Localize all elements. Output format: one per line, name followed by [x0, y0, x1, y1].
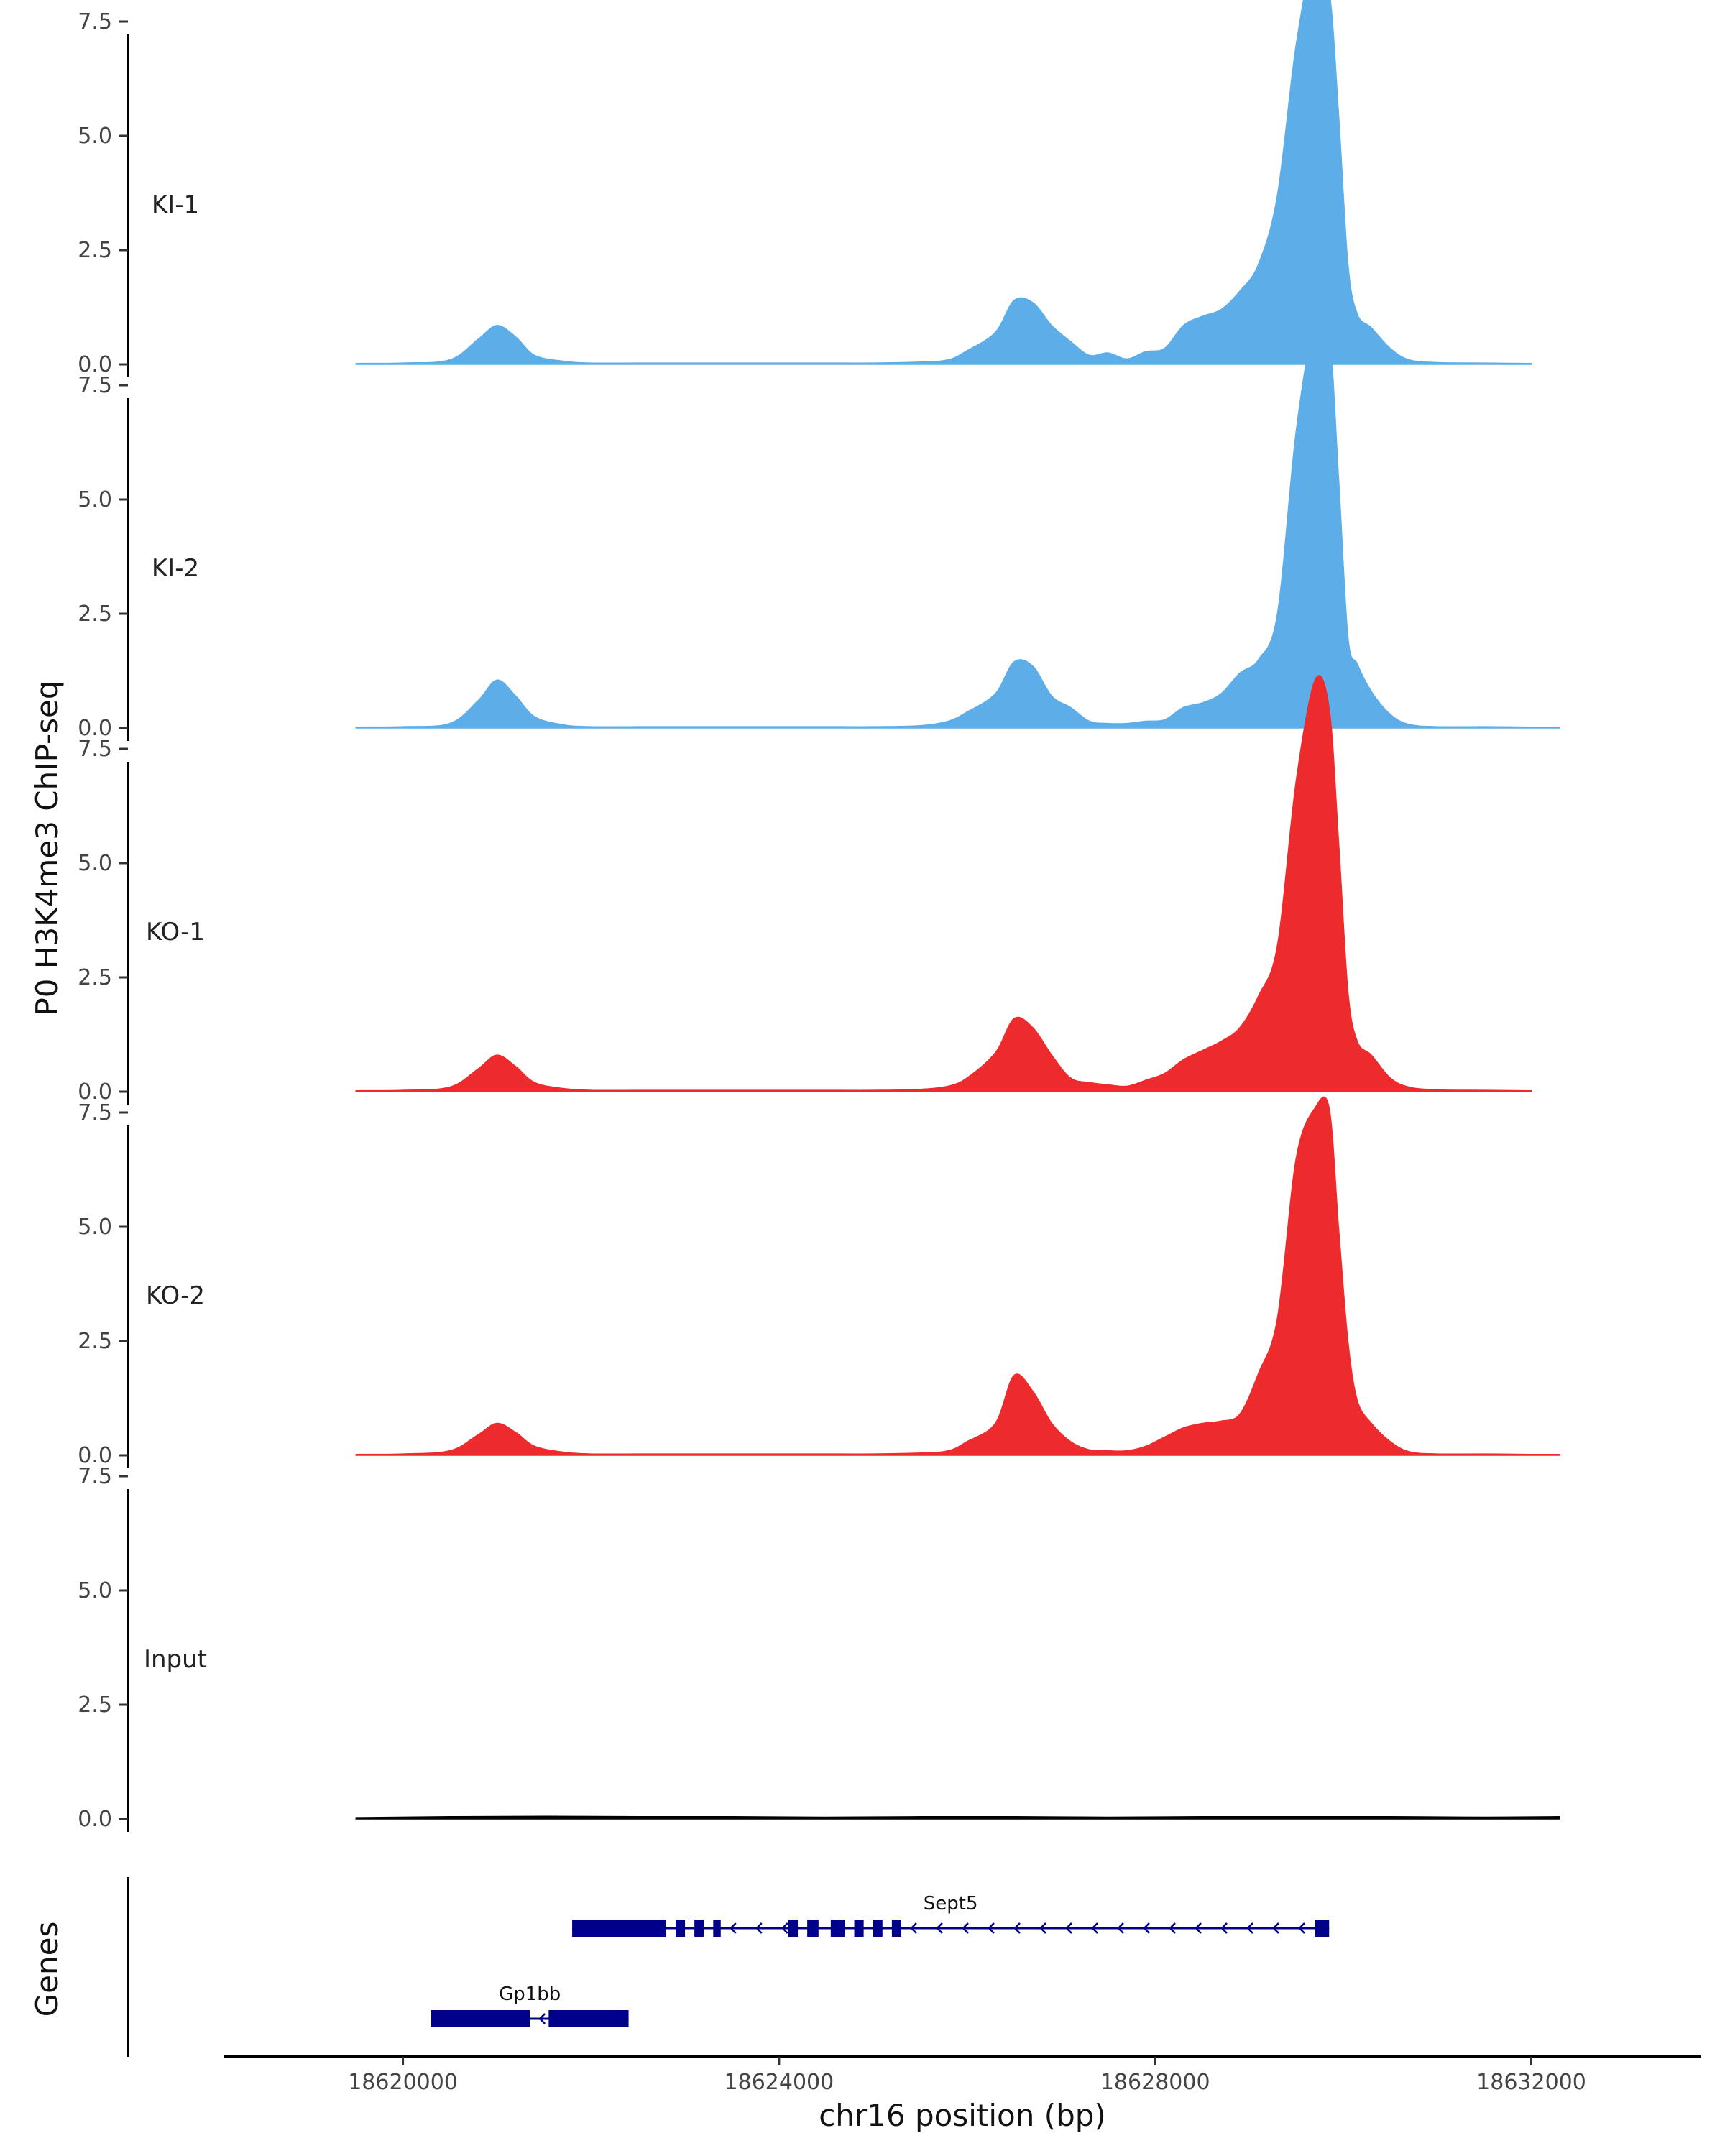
track-ko-2: 0.0 2.5 5.0 7.5 KO-2 [78, 1096, 1560, 1468]
y-tick-label: 5.0 [78, 487, 112, 512]
y-tick-label: 5.0 [78, 851, 112, 876]
strand-arrow [1298, 1922, 1305, 1934]
tracks-group: 0.0 2.5 5.0 7.5 KI-1 0.0 2.5 5.0 7.5 KI-2 0.0 2.5 5.… [78, 0, 1560, 1832]
y-tick-label: 2.5 [78, 602, 112, 627]
track-ko-1: 0.0 2.5 5.0 7.5 KO-1 [78, 675, 1532, 1105]
gene-exon [713, 1920, 721, 1937]
x-axis: 18620000 18624000 18628000 18632000 [224, 2055, 1701, 2095]
track-label: KO-2 [146, 1281, 205, 1310]
track-ki-1: 0.0 2.5 5.0 7.5 KI-1 [78, 0, 1532, 377]
strand-arrow [1065, 1922, 1072, 1934]
strand-arrow [1117, 1922, 1124, 1934]
x-tick-label: 18632000 [1476, 2070, 1586, 2095]
gene-exon [788, 1920, 799, 1937]
strand-arrow [730, 1922, 737, 1934]
y-tick-label: 5.0 [78, 1578, 112, 1603]
strand-arrow [1246, 1922, 1254, 1934]
track-ki-2: 0.0 2.5 5.0 7.5 KI-2 [78, 311, 1560, 741]
strand-arrow [755, 1922, 763, 1934]
gene-exon [675, 1920, 686, 1937]
gene-exon [1315, 1920, 1330, 1937]
genes-axis-title: Genes [29, 1922, 65, 2017]
strand-arrow [1169, 1922, 1176, 1934]
track-label: KO-1 [146, 918, 205, 946]
gene-exon [854, 1920, 864, 1937]
x-tick-label: 18628000 [1100, 2070, 1210, 2095]
x-tick-label: 18620000 [348, 2070, 458, 2095]
y-tick-label: 2.5 [78, 965, 112, 990]
gene-exon [873, 1920, 883, 1937]
y-tick-label: 7.5 [78, 1464, 112, 1489]
y-axis-title: P0 H3K4me3 ChIP-seq [29, 680, 65, 1015]
track-label: Input [144, 1645, 207, 1674]
strand-arrow [910, 1922, 917, 1934]
gene-exon [431, 2010, 530, 2027]
gene-exon [694, 1920, 704, 1937]
gene-exon [548, 2010, 629, 2027]
strand-arrow [988, 1922, 995, 1934]
y-tick-label: 2.5 [78, 1329, 112, 1354]
x-tick-label: 18624000 [724, 2070, 834, 2095]
y-tick-label: 2.5 [78, 238, 112, 263]
strand-arrow [1013, 1922, 1021, 1934]
strand-arrow [1220, 1922, 1228, 1934]
gene-label: Sept5 [924, 1893, 978, 1915]
y-tick-label: 0.0 [78, 1079, 112, 1105]
genes-panel: Sept5 Gp1bb [126, 1877, 1330, 2057]
y-tick-label: 0.0 [78, 716, 112, 741]
strand-arrow [1272, 1922, 1279, 1934]
y-tick-label: 0.0 [78, 1807, 112, 1832]
track-label: KI-2 [152, 554, 199, 583]
track-input: 0.0 2.5 5.0 7.5 Input [78, 1464, 1560, 1832]
strand-arrow [781, 1922, 788, 1934]
y-tick-label: 5.0 [78, 124, 112, 149]
y-tick-label: 5.0 [78, 1215, 112, 1240]
strand-arrow [1091, 1922, 1098, 1934]
y-tick-label: 7.5 [78, 9, 112, 34]
y-tick-label: 7.5 [78, 1100, 112, 1125]
y-tick-label: 7.5 [78, 373, 112, 398]
y-tick-label: 7.5 [78, 737, 112, 762]
gene-gp1bb: Gp1bb [431, 1984, 629, 2027]
signal-area [355, 1096, 1560, 1456]
strand-arrow [1195, 1922, 1202, 1934]
gene-exon [807, 1920, 819, 1937]
y-tick-label: 0.0 [78, 352, 112, 377]
signal-area [355, 675, 1532, 1092]
signal-area [355, 1815, 1560, 1820]
signal-area [355, 0, 1532, 365]
signal-area [355, 311, 1560, 729]
y-tick-label: 0.0 [78, 1443, 112, 1468]
x-axis-title: chr16 position (bp) [819, 2098, 1106, 2133]
strand-arrow [936, 1922, 943, 1934]
track-label: KI-1 [152, 190, 199, 219]
y-tick-label: 2.5 [78, 1692, 112, 1718]
strand-arrow [1039, 1922, 1046, 1934]
strand-arrow [1143, 1922, 1150, 1934]
strand-arrow [538, 2013, 546, 2024]
gene-exon [572, 1920, 666, 1937]
gene-sept5: Sept5 [572, 1893, 1330, 1937]
strand-arrow [962, 1922, 969, 1934]
gene-label: Gp1bb [499, 1984, 561, 2005]
gene-exon [891, 1920, 901, 1937]
gene-exon [830, 1920, 845, 1937]
